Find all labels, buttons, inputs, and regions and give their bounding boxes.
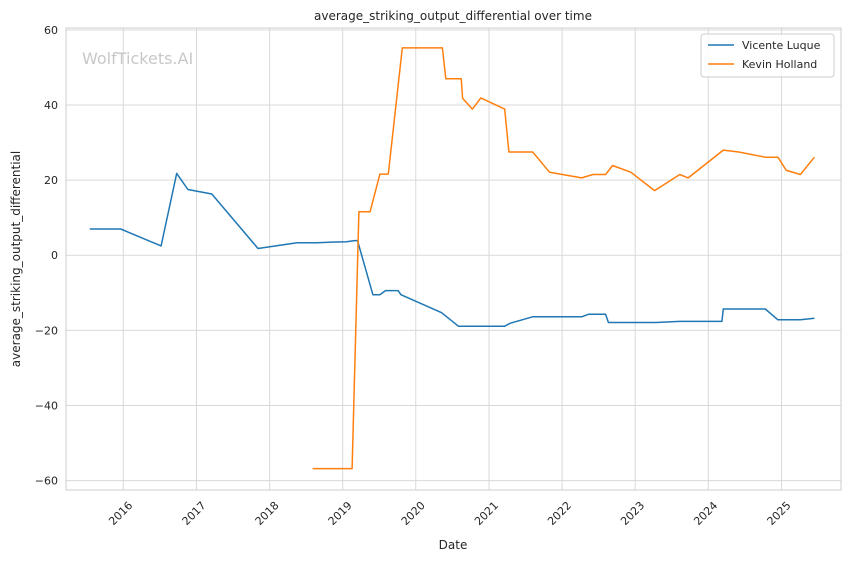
plot-frame [65, 27, 842, 491]
x-tick-label: 2019 [326, 499, 355, 528]
x-tick-label: 2022 [545, 499, 574, 528]
y-axis-ticks: 60 40 20 0 −20 −40 −60 [35, 24, 58, 488]
chart-title: average_striking_output_differential ove… [314, 9, 592, 23]
legend-label-kevin-holland: Kevin Holland [742, 58, 817, 71]
series-group [89, 47, 815, 470]
legend: Vicente Luque Kevin Holland [700, 33, 835, 78]
y-tick-label: 20 [44, 174, 58, 187]
legend-box [700, 33, 835, 78]
x-tick-label: 2020 [399, 499, 428, 528]
y-tick-label: −60 [35, 475, 58, 488]
y-tick-label: 60 [44, 24, 58, 37]
series-line-vicente-luque [89, 172, 815, 327]
y-tick-label: −20 [35, 324, 58, 337]
watermark: WolfTickets.AI [82, 49, 193, 68]
x-tick-label: 2016 [106, 499, 135, 528]
y-tick-label: −40 [35, 399, 58, 412]
x-axis-label: Date [439, 538, 468, 552]
y-tick-label: 0 [51, 249, 58, 262]
grid [66, 28, 841, 490]
legend-label-vicente-luque: Vicente Luque [742, 39, 821, 52]
x-tick-label: 2017 [180, 499, 209, 528]
x-tick-label: 2024 [691, 499, 720, 528]
x-tick-label: 2025 [765, 499, 794, 528]
x-tick-label: 2018 [253, 499, 282, 528]
x-axis-ticks: 2016 2017 2018 2019 2020 2021 2022 2023 2024 2025 [106, 499, 793, 528]
series-line-kevin-holland [312, 47, 815, 470]
y-axis-label: average_striking_output_differential [9, 151, 23, 367]
x-tick-label: 2021 [472, 499, 501, 528]
x-tick-label: 2023 [618, 499, 647, 528]
y-tick-label: 40 [44, 99, 58, 112]
